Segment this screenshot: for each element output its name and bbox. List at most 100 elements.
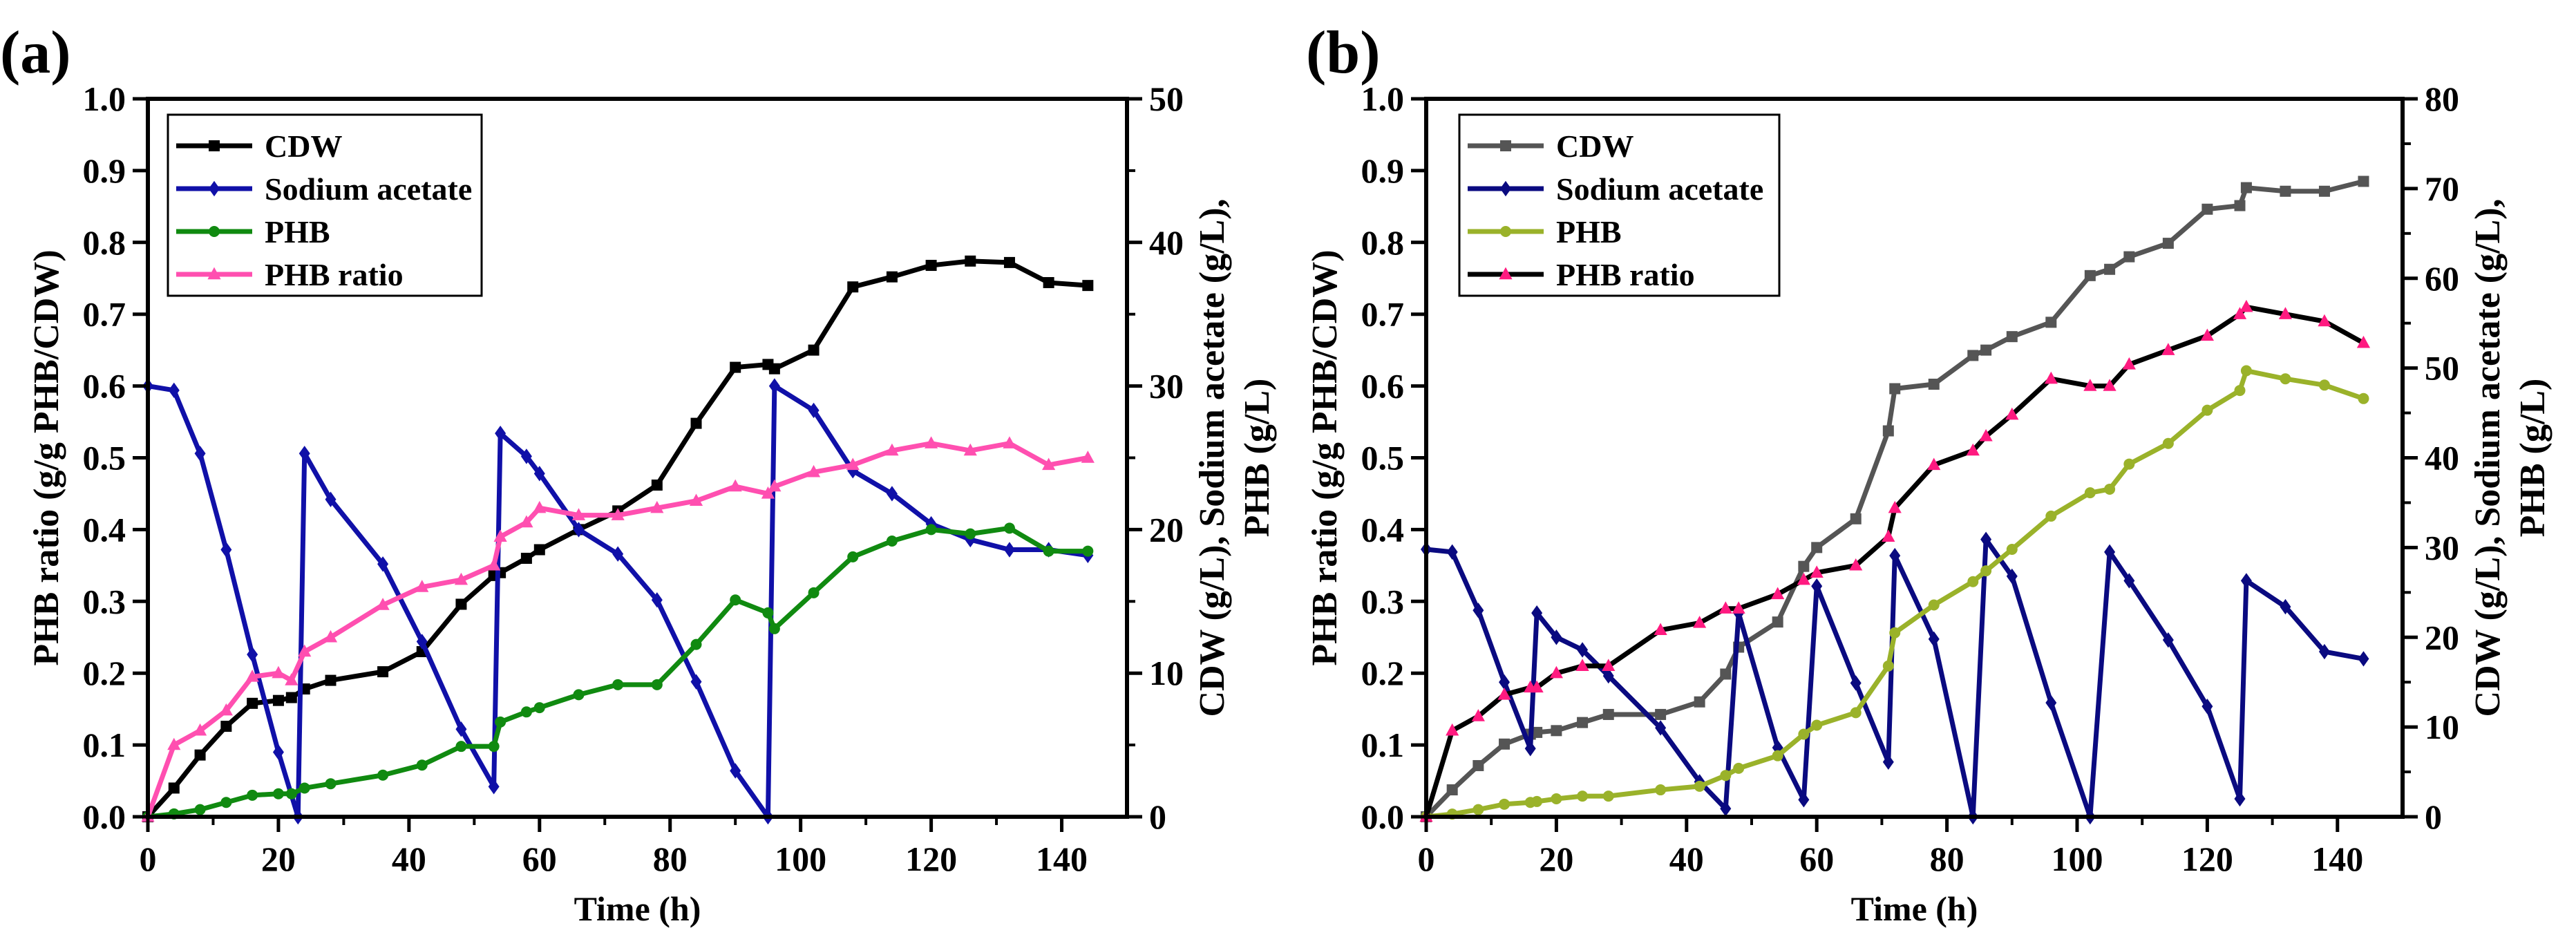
legend-item: PHB (176, 214, 330, 249)
data-point-triangle (689, 493, 703, 507)
data-point-triangle (1654, 623, 1667, 636)
data-point-triangle (1499, 267, 1513, 280)
y-right-tick-label: 50 (2425, 349, 2459, 388)
data-point-square (1928, 379, 1940, 390)
data-point-circle (2104, 483, 2116, 495)
data-point-circle (1694, 780, 1705, 792)
data-point-circle (2123, 458, 2135, 470)
data-point-circle (1889, 627, 1901, 638)
data-point-diamond (488, 779, 500, 795)
data-point-triangle (925, 436, 938, 448)
data-point-circle (2234, 385, 2246, 397)
data-point-circle (1499, 798, 1510, 810)
data-point-square (455, 598, 467, 610)
data-point-square (2084, 269, 2096, 281)
data-point-circle (2240, 365, 2252, 377)
data-point-circle (455, 741, 467, 753)
data-point-square (272, 694, 284, 706)
data-point-circle (1003, 522, 1015, 534)
data-point-square (925, 260, 937, 272)
data-point-diamond (247, 646, 258, 663)
y-right-axis-title-line2: PHB (g/L) (2513, 379, 2553, 538)
data-point-diamond (299, 446, 310, 462)
data-point-triangle (245, 669, 259, 682)
data-point-circle (1551, 793, 1562, 805)
x-tick-label: 20 (261, 840, 296, 878)
data-point-circle (1980, 565, 1992, 577)
legend-label: CDW (265, 129, 342, 164)
y-right-tick-label: 20 (1149, 510, 1184, 549)
data-point-triangle (2278, 307, 2293, 319)
y-left-tick-label: 0.6 (1361, 367, 1405, 406)
data-point-triangle (272, 665, 285, 679)
data-point-circle (1967, 576, 1979, 587)
x-tick-label: 120 (2181, 840, 2233, 878)
data-point-square (730, 361, 741, 373)
data-point-circle (2084, 487, 2096, 499)
data-point-square (1500, 140, 1511, 151)
data-point-triangle (1042, 457, 1056, 471)
legend-item: Sodium acetate (176, 171, 472, 207)
series-line (147, 384, 1088, 820)
y-right-tick-label: 0 (2425, 797, 2442, 836)
data-point-square (1602, 708, 1614, 720)
y-right-tick-label: 40 (1149, 223, 1184, 262)
data-point-square (690, 417, 702, 429)
data-point-square (220, 721, 232, 732)
data-point-triangle (728, 479, 742, 492)
data-point-circle (1602, 791, 1614, 802)
data-point-diamond (194, 446, 206, 462)
data-point-diamond (847, 463, 859, 479)
data-point-triangle (1979, 428, 1993, 442)
data-point-square (1980, 344, 1992, 356)
data-point-circle (416, 759, 428, 771)
data-point-triangle (1602, 659, 1616, 672)
data-point-diamond (2006, 568, 2018, 585)
legend-label: Sodium acetate (265, 171, 472, 207)
data-point-square (1798, 560, 1810, 572)
data-point-triangle (1003, 436, 1016, 448)
data-point-square (2318, 185, 2330, 197)
data-point-circle (1928, 599, 1940, 611)
x-tick-label: 20 (1539, 840, 1573, 878)
data-point-square (2234, 200, 2246, 211)
data-point-triangle (963, 443, 977, 456)
x-tick-label: 0 (1418, 840, 1435, 878)
legend-item: PHB ratio (1468, 257, 1695, 292)
data-point-circle (1720, 770, 1732, 782)
data-point-triangle (1771, 587, 1785, 600)
data-point-diamond (573, 522, 585, 538)
data-point-circle (2201, 404, 2213, 416)
data-point-circle (886, 536, 898, 547)
data-point-triangle (2356, 335, 2371, 348)
x-tick-label: 140 (1036, 840, 1088, 878)
data-point-square (1811, 542, 1823, 553)
data-point-square (2045, 316, 2057, 328)
data-point-square (1472, 759, 1484, 771)
y-left-tick-label: 0.7 (1361, 295, 1405, 334)
y-right-axis-title: CDW (g/L), Sodium acetate (g/L), (1193, 198, 1232, 717)
data-point-diamond (1446, 544, 1458, 560)
data-point-square (1446, 784, 1458, 796)
series-phb (1421, 365, 2369, 822)
legend-label: Sodium acetate (1556, 171, 1763, 207)
data-point-diamond (1577, 642, 1589, 658)
data-point-square (2104, 263, 2116, 275)
data-point-circle (2045, 510, 2057, 522)
data-point-triangle (1966, 443, 1980, 456)
x-tick-label: 40 (392, 840, 426, 878)
data-point-diamond (495, 425, 506, 442)
data-point-square (533, 544, 545, 556)
data-point-diamond (325, 491, 337, 507)
data-point-diamond (768, 378, 780, 394)
data-point-triangle (1797, 572, 1810, 585)
data-point-square (1499, 738, 1510, 750)
y-left-tick-label: 0.9 (83, 151, 126, 190)
data-point-circle (2318, 379, 2330, 391)
data-point-triangle (761, 486, 775, 499)
data-point-circle (520, 706, 532, 718)
data-point-triangle (207, 267, 221, 280)
data-point-triangle (1471, 709, 1485, 721)
series-cdw (1421, 176, 2369, 822)
data-point-square (1043, 276, 1054, 288)
